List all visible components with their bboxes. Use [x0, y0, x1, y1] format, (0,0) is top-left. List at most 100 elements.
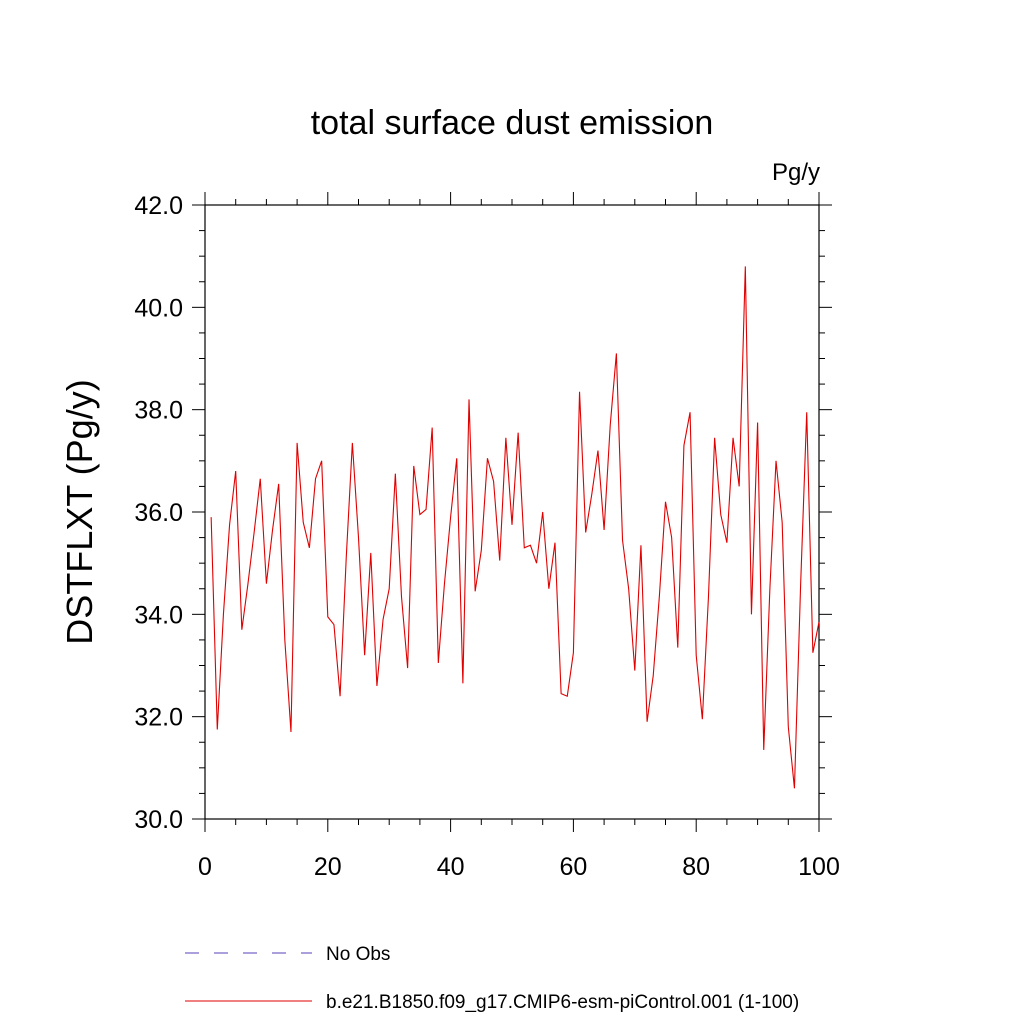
data-point-57 — [554, 542, 555, 543]
data-point-27 — [370, 552, 371, 553]
data-point-30 — [389, 588, 390, 589]
data-point-94 — [782, 522, 783, 523]
chart-title: total surface dust emission — [311, 104, 714, 142]
data-point-22 — [339, 696, 340, 697]
data-point-79 — [689, 412, 690, 413]
data-point-81 — [702, 719, 703, 720]
y-tick-label-4: 38.0 — [134, 397, 183, 425]
plot-frame — [204, 204, 820, 820]
data-point-97 — [800, 586, 801, 587]
data-point-26 — [364, 655, 365, 656]
data-point-16 — [303, 522, 304, 523]
data-point-84 — [720, 514, 721, 515]
data-point-29 — [382, 619, 383, 620]
data-point-76 — [671, 537, 672, 538]
data-point-6 — [241, 629, 242, 630]
data-point-86 — [732, 437, 733, 438]
data-point-92 — [769, 588, 770, 589]
data-point-71 — [640, 545, 641, 546]
data-point-88 — [745, 266, 746, 267]
data-point-32 — [401, 596, 402, 597]
data-point-53 — [530, 545, 531, 546]
data-point-5 — [235, 470, 236, 471]
data-point-4 — [229, 524, 230, 525]
data-point-38 — [438, 662, 439, 663]
data-point-34 — [413, 465, 414, 466]
data-point-63 — [591, 493, 592, 494]
data-point-8 — [254, 532, 255, 533]
data-point-41 — [456, 458, 457, 459]
data-point-64 — [597, 450, 598, 451]
data-point-91 — [763, 749, 764, 750]
data-point-70 — [634, 670, 635, 671]
data-point-62 — [585, 532, 586, 533]
data-point-74 — [659, 596, 660, 597]
data-point-73 — [653, 675, 654, 676]
data-point-87 — [739, 486, 740, 487]
data-point-99 — [812, 652, 813, 653]
legend: No Obs b.e21.B1850.f09_g17.CMIP6-esm-piC… — [185, 944, 799, 1013]
data-point-59 — [567, 696, 568, 697]
y-tick-label-0: 30.0 — [134, 806, 183, 834]
data-point-23 — [346, 557, 347, 558]
data-point-100 — [818, 621, 819, 622]
data-point-66 — [610, 424, 611, 425]
data-point-85 — [726, 542, 727, 543]
data-point-61 — [579, 391, 580, 392]
data-point-44 — [475, 591, 476, 592]
data-point-43 — [468, 399, 469, 400]
data-point-93 — [775, 460, 776, 461]
data-point-83 — [714, 437, 715, 438]
legend-label-control: b.e21.B1850.f09_g17.CMIP6-esm-piControl.… — [326, 992, 799, 1013]
x-tick-label-3: 60 — [559, 853, 587, 881]
data-point-56 — [548, 588, 549, 589]
data-point-89 — [751, 614, 752, 615]
y-tick-label-1: 32.0 — [134, 704, 183, 732]
series-line — [210, 266, 820, 789]
y-axis-ticks — [192, 204, 832, 820]
y-axis-label: DSTFLXT (Pg/y) — [59, 379, 100, 644]
data-point-31 — [395, 473, 396, 474]
data-point-77 — [677, 647, 678, 648]
data-point-54 — [536, 563, 537, 564]
data-point-51 — [518, 432, 519, 433]
data-point-19 — [321, 460, 322, 461]
data-point-21 — [333, 624, 334, 625]
data-point-96 — [794, 788, 795, 789]
data-point-69 — [628, 588, 629, 589]
x-tick-label-4: 80 — [682, 853, 710, 881]
data-point-14 — [290, 731, 291, 732]
data-point-68 — [622, 540, 623, 541]
y-tick-label-3: 36.0 — [134, 499, 183, 527]
data-point-60 — [573, 652, 574, 653]
data-point-13 — [284, 639, 285, 640]
y-tick-label-2: 34.0 — [134, 601, 183, 629]
data-point-7 — [247, 583, 248, 584]
data-point-24 — [352, 442, 353, 443]
data-point-42 — [462, 683, 463, 684]
x-tick-label-2: 40 — [437, 853, 465, 881]
x-tick-label-1: 20 — [314, 853, 342, 881]
y-tick-label-6: 42.0 — [134, 192, 183, 220]
data-point-2 — [217, 729, 218, 730]
data-point-18 — [315, 478, 316, 479]
data-point-36 — [425, 509, 426, 510]
units-label: Pg/y — [772, 159, 820, 186]
data-point-11 — [272, 529, 273, 530]
data-point-45 — [481, 550, 482, 551]
data-point-28 — [376, 685, 377, 686]
data-point-20 — [327, 616, 328, 617]
data-point-3 — [223, 614, 224, 615]
data-point-15 — [297, 442, 298, 443]
data-point-72 — [646, 721, 647, 722]
data-point-10 — [266, 583, 267, 584]
data-point-39 — [444, 583, 445, 584]
data-point-50 — [511, 524, 512, 525]
data-point-1 — [211, 517, 212, 518]
data-point-25 — [358, 537, 359, 538]
data-point-40 — [450, 517, 451, 518]
x-axis-ticks — [204, 192, 820, 832]
data-point-47 — [493, 481, 494, 482]
x-tick-label-0: 0 — [198, 853, 212, 881]
